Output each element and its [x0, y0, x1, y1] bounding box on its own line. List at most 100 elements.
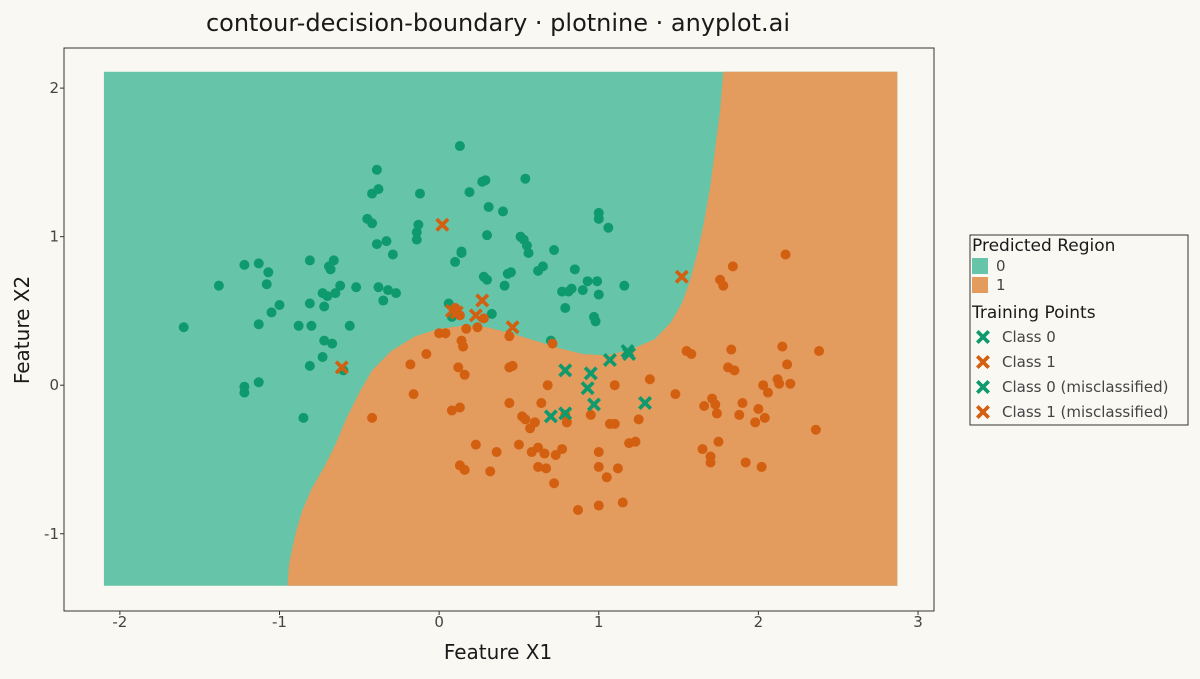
- x-tick-label: 3: [913, 613, 923, 631]
- data-point: [782, 359, 793, 370]
- data-point: [464, 187, 475, 198]
- data-point: [758, 380, 769, 391]
- data-point: [459, 369, 470, 380]
- x-tick-label: 1: [594, 613, 604, 631]
- data-point: [434, 328, 445, 339]
- data-point: [458, 341, 469, 352]
- data-point: [520, 414, 531, 425]
- data-point: [521, 240, 532, 251]
- data-point: [367, 218, 378, 229]
- data-point: [450, 256, 461, 267]
- data-point: [585, 409, 596, 420]
- data-point: [513, 439, 524, 450]
- data-point: [328, 255, 339, 266]
- data-point: [367, 412, 378, 423]
- data-point: [547, 338, 558, 349]
- data-point: [734, 409, 745, 420]
- data-point: [520, 173, 531, 184]
- plot-panel-border: [63, 47, 935, 612]
- y-tick-label: -1: [44, 525, 59, 543]
- data-point: [261, 279, 272, 290]
- data-point: [266, 307, 277, 318]
- x-tick-label: -1: [272, 613, 287, 631]
- data-point: [633, 414, 644, 425]
- data-point: [644, 374, 655, 385]
- series-0: [178, 141, 630, 423]
- data-point: [573, 504, 584, 515]
- legend-point-marker: [976, 355, 990, 369]
- data-point: [590, 316, 601, 327]
- data-point: [483, 201, 494, 212]
- data-point: [630, 436, 641, 447]
- legend-point-label: Class 0 (misclassified): [1002, 378, 1168, 396]
- misclassified-point: [435, 217, 450, 232]
- misclassified-point: [602, 352, 617, 367]
- data-point: [482, 230, 493, 241]
- data-point: [344, 320, 355, 331]
- data-point: [718, 280, 729, 291]
- data-point: [253, 377, 264, 388]
- data-point: [529, 417, 540, 428]
- data-point: [740, 457, 751, 468]
- data-point: [549, 478, 560, 489]
- series-3: [334, 217, 689, 375]
- data-point: [537, 261, 548, 272]
- data-point: [686, 349, 697, 360]
- legend-point-marker: [976, 380, 990, 394]
- misclassified-point: [475, 293, 490, 308]
- data-point: [504, 398, 515, 409]
- data-point: [470, 439, 481, 450]
- data-point: [582, 276, 593, 287]
- data-point: [421, 349, 432, 360]
- legend-region-label: 0: [996, 257, 1006, 275]
- data-point: [560, 302, 571, 313]
- x-tick-label: -2: [112, 613, 127, 631]
- series-1: [367, 249, 825, 515]
- data-point: [507, 360, 518, 371]
- data-point: [456, 246, 467, 257]
- data-point: [304, 298, 315, 309]
- legend-box: [969, 234, 1189, 426]
- misclassified-point: [583, 366, 598, 381]
- x-tick-label: 2: [754, 613, 764, 631]
- data-point: [593, 461, 604, 472]
- data-point: [780, 249, 791, 260]
- x-tick-label: 0: [434, 613, 444, 631]
- data-point: [814, 346, 825, 357]
- data-point: [383, 285, 394, 296]
- data-point: [593, 500, 604, 511]
- data-point: [387, 249, 398, 260]
- misclassified-point: [580, 381, 595, 396]
- data-point: [504, 331, 515, 342]
- legend-region-label: 1: [996, 276, 1006, 294]
- data-point: [536, 398, 547, 409]
- series-2: [543, 344, 653, 424]
- data-point: [298, 412, 309, 423]
- data-point: [253, 258, 264, 269]
- data-point: [697, 444, 708, 455]
- plot-area: -2 -1 0 1 2 3 -1 0 1 2: [44, 47, 935, 631]
- data-point: [499, 280, 510, 291]
- data-point: [569, 264, 580, 275]
- data-point: [785, 378, 796, 389]
- data-point: [549, 245, 560, 256]
- data-point: [411, 227, 422, 238]
- data-point: [239, 387, 250, 398]
- data-point: [446, 405, 457, 416]
- data-point: [381, 236, 392, 247]
- data-point: [541, 463, 552, 474]
- data-point: [729, 365, 740, 376]
- chart-title: contour-decision-boundary · plotnine · a…: [206, 9, 790, 37]
- data-point: [609, 380, 620, 391]
- data-point: [480, 175, 491, 186]
- data-point: [593, 447, 604, 458]
- data-point: [322, 291, 333, 302]
- y-tick-label: 2: [49, 79, 59, 97]
- data-point: [304, 255, 315, 266]
- legend-point-label: Class 0: [1002, 328, 1056, 346]
- data-point: [593, 289, 604, 300]
- data-point: [371, 239, 382, 250]
